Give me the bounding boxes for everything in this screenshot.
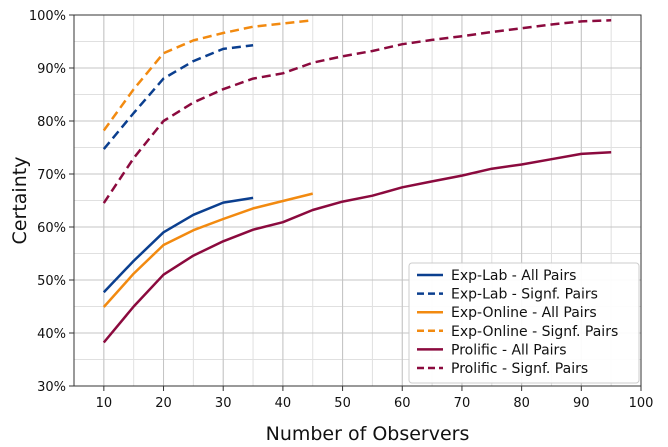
legend-label: Exp-Online - All Pairs xyxy=(451,305,597,321)
legend: Exp-Lab - All Pairs Exp-Lab - Signf. Pair… xyxy=(408,262,640,384)
series-line-2 xyxy=(102,192,314,308)
y-tick-label: 90% xyxy=(37,62,66,77)
series-line-4 xyxy=(102,151,612,344)
series-layer xyxy=(102,19,612,344)
y-axis-label: Certainty xyxy=(9,157,31,245)
legend-label: Exp-Lab - All Pairs xyxy=(451,268,576,284)
legend-label: Prolific - Signf. Pairs xyxy=(451,361,588,377)
x-tick-label: 30 xyxy=(215,396,232,411)
x-tick-label: 90 xyxy=(573,396,590,411)
legend-label: Prolific - All Pairs xyxy=(451,342,567,358)
plot-frame xyxy=(73,14,642,387)
y-tick-label: 80% xyxy=(37,115,66,130)
x-tick-label: 70 xyxy=(454,396,471,411)
y-tick-label: 40% xyxy=(37,327,66,342)
x-tick-label: 20 xyxy=(155,396,172,411)
series-line-1 xyxy=(102,43,254,150)
x-tick-label: 50 xyxy=(334,396,351,411)
x-tick-label: 10 xyxy=(96,396,113,411)
y-tick-label: 70% xyxy=(37,168,66,183)
y-axis-ticks: 30% 40% 50% 60% 70% 80% 90% 100% xyxy=(29,9,74,395)
series-line-3 xyxy=(102,19,313,132)
x-tick-label: 60 xyxy=(394,396,411,411)
x-tick-label: 40 xyxy=(275,396,292,411)
y-tick-label: 60% xyxy=(37,221,66,236)
y-tick-label: 50% xyxy=(37,274,66,289)
x-tick-label: 80 xyxy=(513,396,530,411)
x-tick-label: 100 xyxy=(629,396,654,411)
x-axis-ticks: 10 20 30 40 50 60 70 80 90 100 xyxy=(96,386,654,411)
legend-label: Exp-Online - Signf. Pairs xyxy=(451,324,618,340)
series-line-0 xyxy=(102,196,254,294)
y-tick-label: 30% xyxy=(37,380,66,395)
x-axis-label: Number of Observers xyxy=(266,423,470,445)
legend-box xyxy=(408,262,640,384)
y-tick-label: 100% xyxy=(29,9,66,24)
series-line-5 xyxy=(102,19,612,204)
legend-label: Exp-Lab - Signf. Pairs xyxy=(451,287,598,303)
